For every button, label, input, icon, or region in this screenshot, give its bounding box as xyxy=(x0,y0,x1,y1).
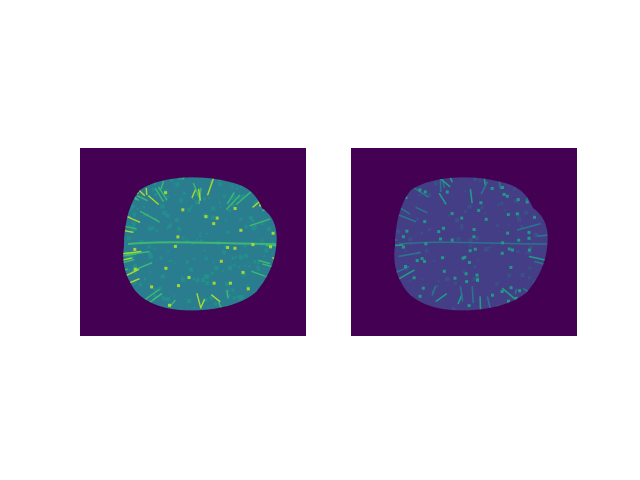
brain-scan-processed-image xyxy=(351,148,577,336)
brain-scan-processed-panel xyxy=(351,148,577,336)
brain-scan-original-panel xyxy=(80,148,306,336)
brain-scan-original-image xyxy=(80,148,306,336)
